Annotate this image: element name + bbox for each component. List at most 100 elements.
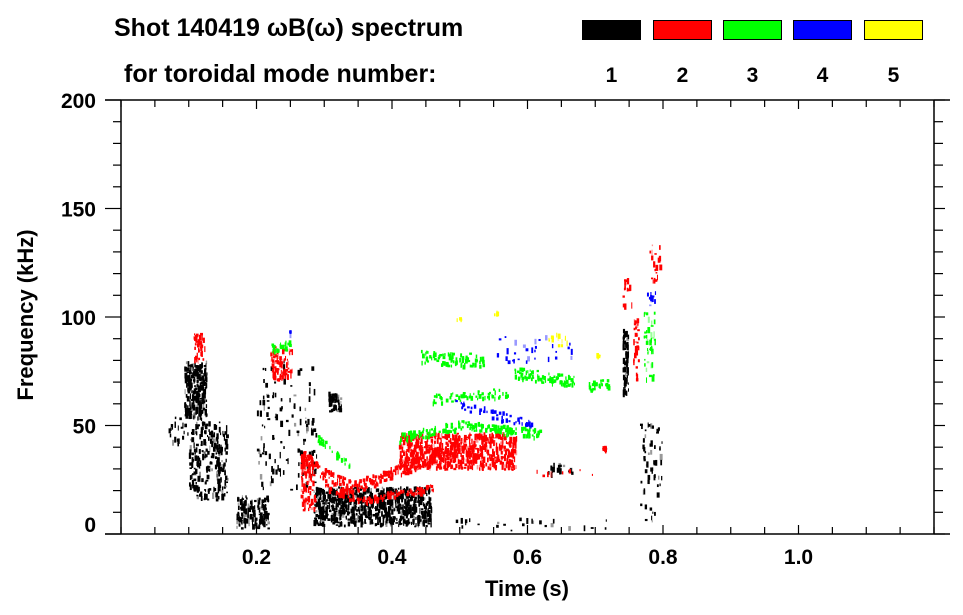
mode-4-spectral-point xyxy=(654,291,657,295)
mode-2-spectral-point xyxy=(313,464,316,468)
mode-1-spectral-point xyxy=(348,493,351,500)
mode-1-spectral-point xyxy=(325,491,329,494)
mode-4-spectral-point xyxy=(646,292,649,297)
mode-3-spectral-point xyxy=(653,319,656,325)
mode-1-spectral-point xyxy=(266,514,269,520)
mode-2-spectral-point xyxy=(405,466,408,472)
mode-1-spectral-point xyxy=(335,400,339,403)
mode-1-spectral-point xyxy=(220,446,223,452)
mode-3-spectral-point xyxy=(439,353,443,357)
mode-4-spectral-point xyxy=(496,417,499,421)
mode-1-spectral-point xyxy=(189,393,192,400)
mode-3-spectral-point xyxy=(560,380,562,385)
mode-2-spectral-point xyxy=(500,448,502,452)
mode-2-spectral-point xyxy=(373,485,377,489)
mode-2-spectral-point xyxy=(342,476,345,481)
mode-2-spectral-point xyxy=(342,494,345,499)
mode-2-spectral-point xyxy=(490,435,494,442)
mode-1-spectral-point xyxy=(359,505,362,511)
mode-1-spectral-point xyxy=(185,415,189,419)
mode-1-spectral-point xyxy=(650,449,653,455)
mode-1-spectral-point xyxy=(289,397,291,403)
mode-2-spectral-point xyxy=(271,369,275,373)
mode-3-spectral-point xyxy=(455,357,458,361)
mode-2-spectral-point xyxy=(276,368,279,373)
mode-2-spectral-point xyxy=(505,440,507,444)
mode-2-spectral-point xyxy=(427,450,431,454)
mode-3-spectral-point xyxy=(458,422,461,427)
mode-1-spectral-point xyxy=(331,505,335,510)
mode-2-spectral-point xyxy=(333,482,336,487)
mode-1-spectral-point xyxy=(653,474,656,481)
mode-1-spectral-point xyxy=(361,493,364,500)
mode-1-spectral-point xyxy=(385,522,388,527)
mode-3-spectral-point xyxy=(529,373,533,376)
mode-1-spectral-point xyxy=(192,398,195,405)
mode-1-spectral-point xyxy=(646,461,649,468)
mode-1-spectral-point xyxy=(326,499,329,502)
mode-2-spectral-point xyxy=(489,464,492,470)
mode-1-spectral-point xyxy=(203,400,206,404)
mode-3-spectral-point xyxy=(477,421,480,427)
mode-1-spectral-point xyxy=(258,460,260,465)
mode-2-spectral-point xyxy=(420,457,423,462)
legend-swatch-mode-4 xyxy=(793,20,852,40)
mode-1-spectral-point xyxy=(340,521,343,527)
mode-3-spectral-point xyxy=(468,395,472,399)
mode-2-spectral-point xyxy=(411,461,415,466)
mode-1-spectral-point xyxy=(200,385,203,391)
mode-3-spectral-point xyxy=(482,363,486,368)
mode-2-spectral-point xyxy=(465,449,468,456)
mode-3-spectral-point xyxy=(482,360,484,364)
mode-2-spectral-point xyxy=(482,446,486,450)
mode-1-spectral-point xyxy=(205,363,207,368)
mode-4-spectral-point xyxy=(490,409,493,414)
mode-1-spectral-point xyxy=(427,508,429,511)
mode-1-spectral-point xyxy=(189,400,191,407)
mode-1-spectral-point xyxy=(358,515,361,521)
mode-4-spectral-point xyxy=(517,358,520,361)
mode-1-spectral-point xyxy=(265,507,267,511)
mode-2-spectral-point xyxy=(513,468,516,470)
mode-2-spectral-point xyxy=(201,335,203,341)
mode-1-spectral-point xyxy=(184,423,188,428)
mode-2-spectral-point xyxy=(474,433,478,437)
mode-2-spectral-point xyxy=(419,489,421,493)
mode-3-spectral-point xyxy=(288,340,292,345)
mode-1-spectral-point xyxy=(370,513,372,518)
mode-2-spectral-point xyxy=(460,441,463,444)
mode-2-spectral-point xyxy=(510,459,514,466)
mode-2-spectral-point xyxy=(461,461,465,464)
mode-1-spectral-point xyxy=(220,444,222,449)
mode-3-spectral-point xyxy=(432,354,436,357)
mode-1-spectral-point xyxy=(404,498,407,505)
mode-1-spectral-point xyxy=(193,448,196,453)
mode-1-spectral-point xyxy=(407,521,411,524)
mode-3-spectral-point xyxy=(600,379,603,382)
mode-2-spectral-point xyxy=(324,468,328,471)
mode-3-spectral-point xyxy=(465,421,467,425)
mode-2-spectral-point xyxy=(490,454,494,458)
mode-2-spectral-point xyxy=(468,460,471,466)
mode-1-spectral-point xyxy=(313,469,317,474)
mode-1-spectral-point xyxy=(254,517,258,521)
mode-3-spectral-point xyxy=(431,433,434,437)
mode-1-spectral-point xyxy=(225,443,229,450)
mode-3-spectral-point xyxy=(427,350,429,354)
mode-1-spectral-point xyxy=(282,364,286,371)
mode-1-spectral-point xyxy=(477,523,480,526)
mode-2-spectral-point xyxy=(324,476,326,479)
mode-1-spectral-point xyxy=(521,523,525,527)
mode-2-spectral-point xyxy=(392,469,396,473)
mode-1-spectral-point xyxy=(651,515,653,521)
mode-2-spectral-point xyxy=(430,438,434,443)
mode-3-spectral-point xyxy=(520,372,524,376)
legend-swatch-mode-2 xyxy=(653,20,712,40)
mode-2-spectral-point xyxy=(306,460,309,464)
mode-2-spectral-point xyxy=(479,452,483,457)
mode-1-spectral-point xyxy=(270,366,273,371)
mode-2-spectral-point xyxy=(270,352,273,357)
mode-1-spectral-point xyxy=(202,407,205,414)
mode-1-spectral-point xyxy=(205,466,209,471)
mode-2-spectral-point xyxy=(426,466,430,470)
